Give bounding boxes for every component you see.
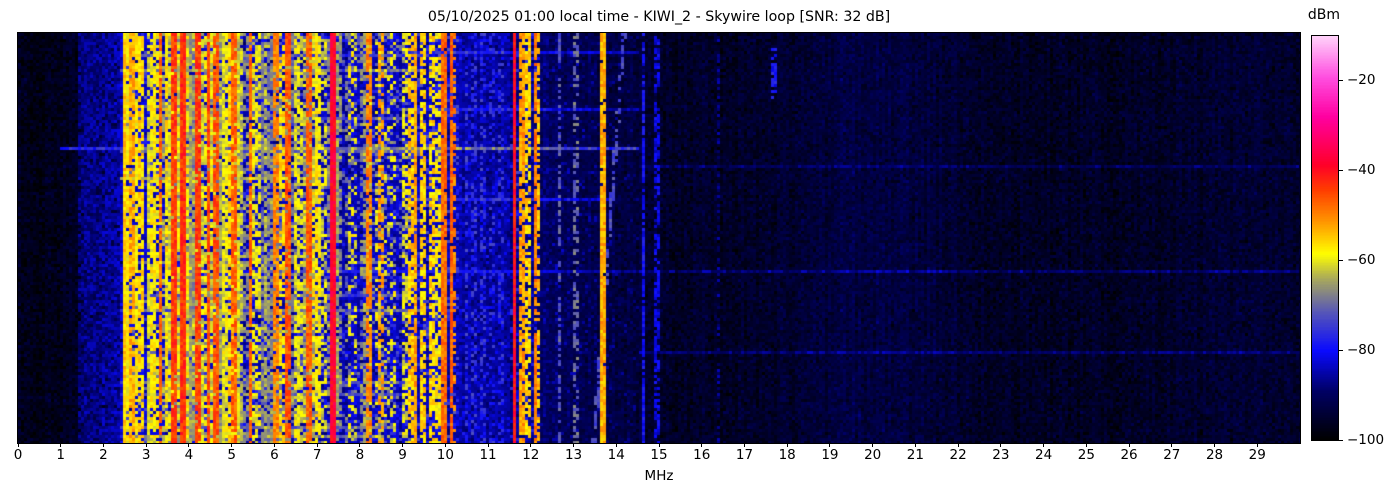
- x-tick-mark: [1128, 443, 1130, 447]
- colorbar-tick-label: −60: [1347, 251, 1376, 268]
- x-tick-label: 4: [184, 447, 194, 463]
- colorbar-tick-mark: [1339, 259, 1343, 261]
- x-tick-label: 5: [227, 447, 236, 463]
- x-tick-label: 26: [1120, 447, 1138, 463]
- x-tick-mark: [530, 443, 532, 447]
- colorbar-tick-label: −100: [1347, 431, 1385, 448]
- x-tick-mark: [145, 443, 147, 447]
- x-tick-mark: [1214, 443, 1216, 447]
- x-tick-label: 18: [778, 447, 796, 463]
- x-tick-mark: [17, 443, 19, 447]
- x-tick-mark: [444, 443, 446, 447]
- colorbar-tick-mark: [1339, 80, 1343, 82]
- x-tick-label: 16: [693, 447, 711, 463]
- colorbar-tick-mark: [1339, 349, 1343, 351]
- x-tick-mark: [231, 443, 233, 447]
- x-tick-label: 10: [436, 447, 454, 463]
- x-tick-label: 0: [13, 447, 23, 463]
- x-tick-mark: [1043, 443, 1045, 447]
- x-tick-label: 6: [270, 447, 279, 463]
- x-tick-label: 20: [864, 447, 882, 463]
- x-tick-mark: [1085, 443, 1087, 447]
- x-tick-label: 8: [355, 447, 365, 463]
- x-tick-label: 25: [1077, 447, 1095, 463]
- colorbar-tick-label: −40: [1347, 162, 1376, 179]
- x-tick-mark: [1256, 443, 1258, 447]
- x-tick-mark: [615, 443, 617, 447]
- x-tick-label: 12: [522, 447, 540, 463]
- x-tick-label: 27: [1163, 447, 1181, 463]
- x-tick-mark: [1000, 443, 1002, 447]
- x-tick-mark: [872, 443, 874, 447]
- x-axis-label: MHz: [644, 468, 674, 484]
- x-tick-mark: [188, 443, 190, 447]
- x-tick-mark: [487, 443, 489, 447]
- x-tick-label: 21: [906, 447, 924, 463]
- x-tick-mark: [60, 443, 62, 447]
- x-tick-mark: [701, 443, 703, 447]
- colorbar-tick-mark: [1339, 170, 1343, 172]
- x-tick-label: 1: [56, 447, 66, 463]
- x-tick-label: 7: [312, 447, 322, 463]
- x-tick-label: 3: [141, 447, 151, 463]
- x-tick-mark: [658, 443, 660, 447]
- x-tick-mark: [1171, 443, 1173, 447]
- colorbar-tick-label: −80: [1347, 341, 1376, 358]
- x-tick-mark: [786, 443, 788, 447]
- x-tick-mark: [316, 443, 318, 447]
- colorbar-tick-mark: [1339, 439, 1343, 441]
- x-tick-label: 13: [564, 447, 583, 463]
- waterfall-heatmap: [18, 33, 1300, 443]
- colorbar-tick-label: −20: [1347, 72, 1376, 89]
- x-tick-mark: [829, 443, 831, 447]
- x-tick-label: 11: [479, 447, 497, 463]
- x-tick-label: 23: [992, 447, 1010, 463]
- x-tick-mark: [273, 443, 275, 447]
- x-tick-label: 29: [1248, 447, 1266, 463]
- x-tick-mark: [957, 443, 959, 447]
- x-tick-mark: [573, 443, 575, 447]
- colorbar-frame: [1311, 35, 1339, 441]
- x-tick-label: 28: [1205, 447, 1224, 463]
- x-tick-mark: [102, 443, 104, 447]
- x-tick-mark: [402, 443, 404, 447]
- x-tick-label: 9: [398, 447, 407, 463]
- colorbar-title: dBm: [1307, 7, 1341, 23]
- x-tick-label: 19: [821, 447, 839, 463]
- x-tick-mark: [914, 443, 916, 447]
- x-tick-label: 15: [650, 447, 668, 463]
- x-tick-label: 22: [949, 447, 967, 463]
- colorbar-gradient: [1312, 36, 1338, 440]
- x-tick-label: 17: [735, 447, 754, 463]
- x-tick-mark: [359, 443, 361, 447]
- x-tick-mark: [743, 443, 745, 447]
- x-tick-label: 24: [1035, 447, 1053, 463]
- x-tick-label: 14: [607, 447, 625, 463]
- chart-title: 05/10/2025 01:00 local time - KIWI_2 - S…: [427, 9, 891, 25]
- x-tick-label: 2: [99, 447, 108, 463]
